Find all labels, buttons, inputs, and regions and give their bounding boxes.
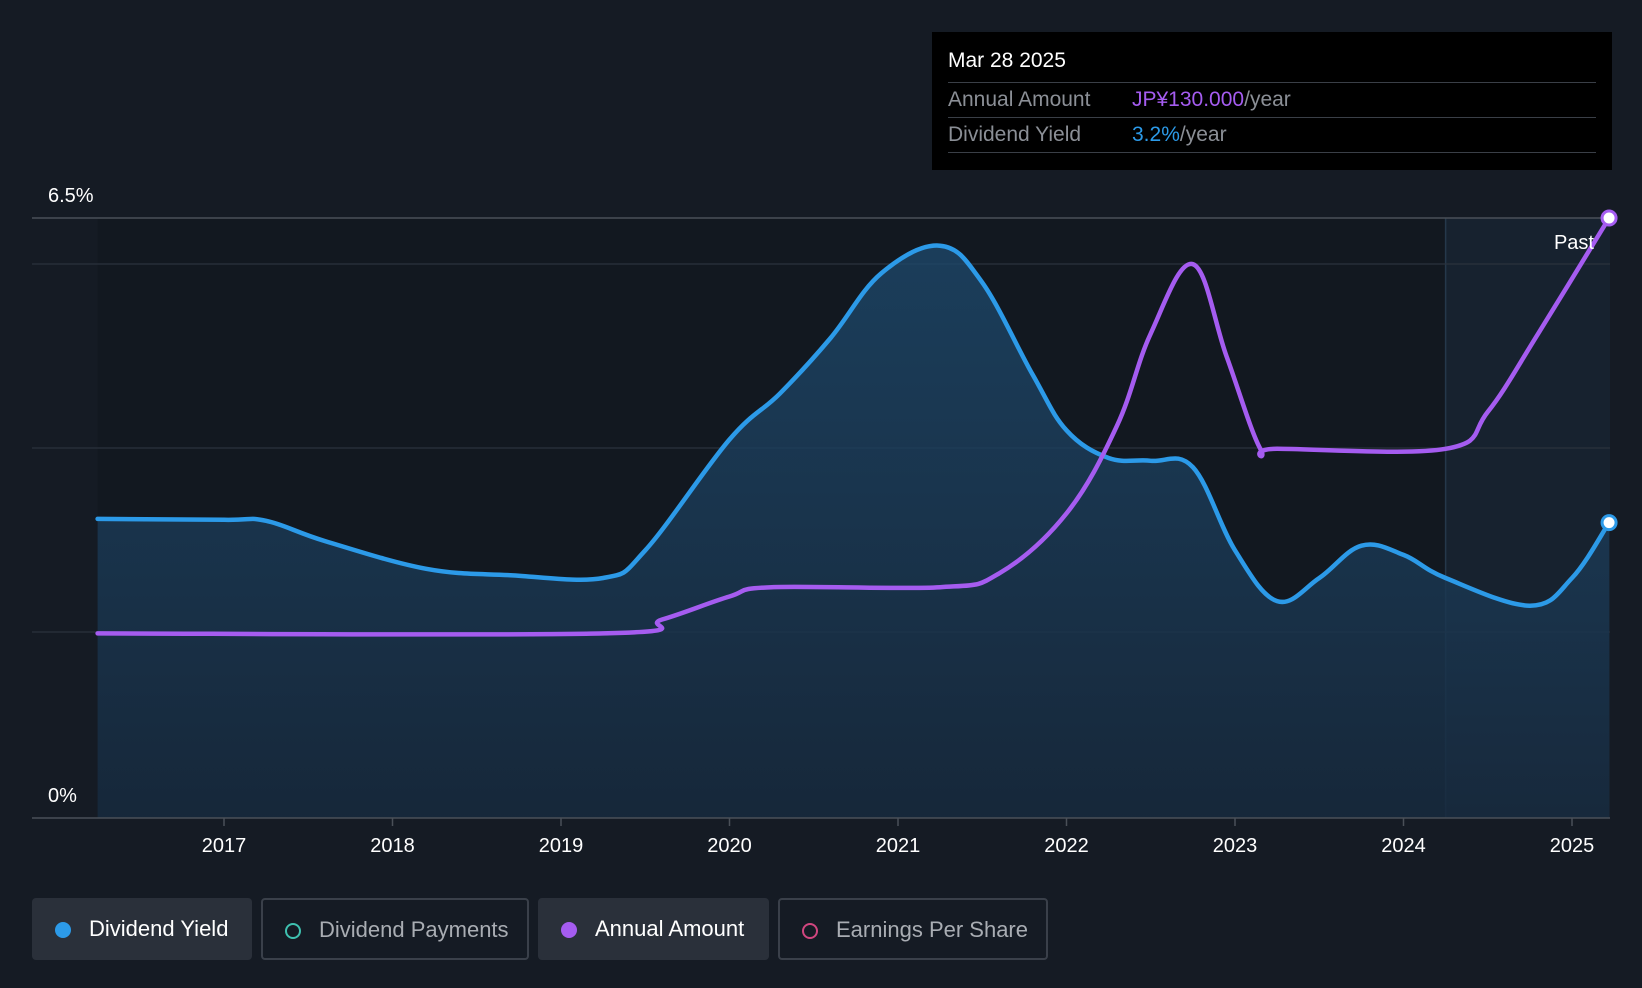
x-tick-label: 2018	[370, 835, 415, 857]
dividend-yield-area	[97, 245, 1610, 819]
annual-amount-line	[95, 215, 1612, 637]
y-axis-top-label: 6.5%	[48, 185, 94, 207]
past-label: Past	[1554, 232, 1594, 254]
legend-annual-amount-button[interactable]: Annual Amount	[538, 898, 769, 960]
legend-dividend-payments-label: Dividend Payments	[319, 917, 509, 942]
x-tick-label: 2022	[1044, 835, 1089, 857]
dividend-yield-end-marker	[1600, 514, 1618, 532]
legend-dividend-yield-button[interactable]: Dividend Yield	[32, 898, 252, 960]
legend-annual-amount-label: Annual Amount	[595, 916, 745, 941]
tooltip-dividend-yield-row: Dividend Yield 3.2%/year	[948, 118, 1596, 153]
tooltip: Mar 28 2025 Annual Amount JP¥130.000/year…	[932, 32, 1612, 170]
tooltip-dividend-yield-value: 3.2%	[1132, 123, 1180, 146]
legend-annual-amount-dot-icon	[561, 922, 577, 938]
legend-earnings-per-share-dot-icon	[802, 923, 818, 939]
tooltip-annual-amount-row: Annual Amount JP¥130.000/year	[948, 83, 1596, 118]
annual-amount-end-marker	[1600, 209, 1618, 227]
x-tick-label: 2020	[707, 835, 752, 857]
tooltip-annual-amount-value: JP¥130.000	[1132, 88, 1245, 111]
tooltip-dividend-yield-label: Dividend Yield	[948, 123, 1082, 146]
tooltip-dividend-yield-unit: /year	[1179, 123, 1227, 146]
x-tick-label: 2024	[1381, 835, 1426, 857]
tooltip-annual-amount-label: Annual Amount	[948, 88, 1091, 111]
legend-dividend-payments-dot-icon	[285, 923, 301, 939]
legend-dividend-yield-dot-icon	[55, 922, 71, 938]
x-axis-ticks: 2017 2018 2019 2020 2021 2022 2023 2024 2025	[202, 818, 1595, 857]
tooltip-date: Mar 28 2025	[948, 46, 1596, 83]
x-tick-label: 2019	[539, 835, 584, 857]
dividend-yield-line	[95, 243, 1612, 608]
y-axis-bottom-label: 0%	[48, 785, 77, 807]
x-tick-label: 2017	[202, 835, 247, 857]
x-tick-label: 2023	[1213, 835, 1258, 857]
legend-dividend-payments-button[interactable]: Dividend Payments	[261, 898, 529, 960]
tooltip-annual-amount-unit: /year	[1244, 88, 1291, 111]
legend-dividend-yield-label: Dividend Yield	[89, 916, 229, 941]
legend-earnings-per-share-button[interactable]: Earnings Per Share	[778, 898, 1048, 960]
legend-earnings-per-share-label: Earnings Per Share	[836, 917, 1028, 942]
x-tick-label: 2025	[1550, 835, 1595, 857]
x-tick-label: 2021	[876, 835, 921, 857]
